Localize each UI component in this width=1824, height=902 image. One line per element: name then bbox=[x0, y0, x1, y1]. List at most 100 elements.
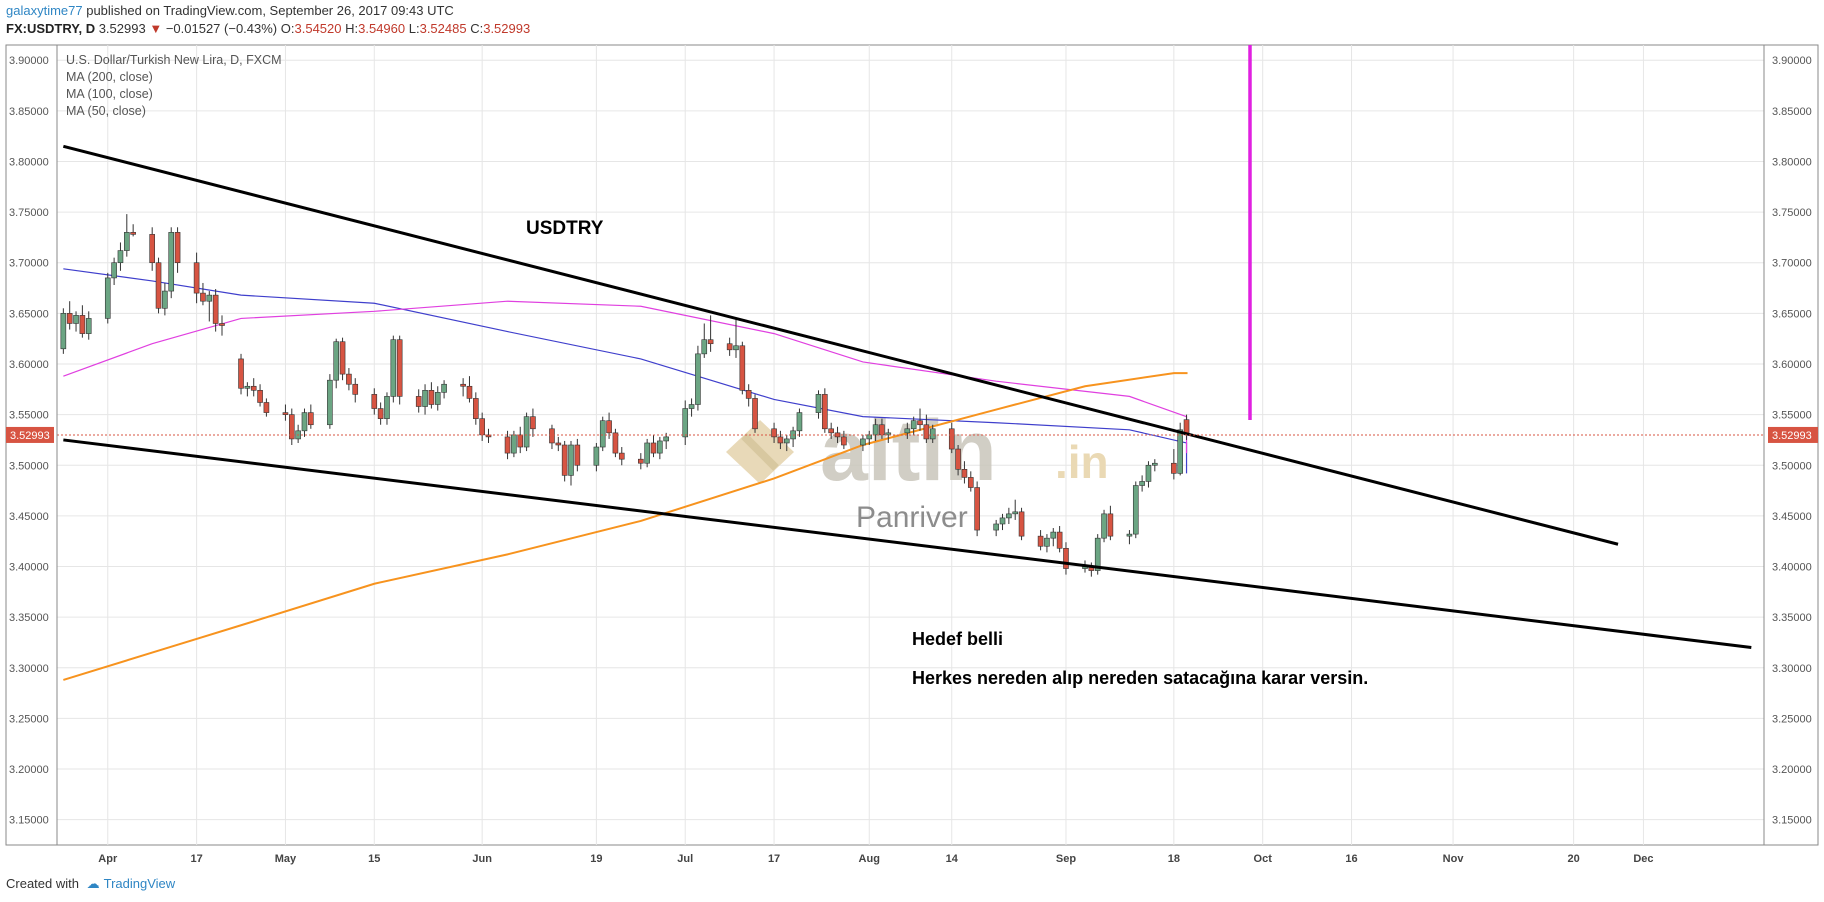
close-label: C: bbox=[470, 21, 484, 36]
chart-title: U.S. Dollar/Turkish New Lira, D, FXCM bbox=[66, 53, 282, 67]
grid bbox=[57, 45, 1764, 845]
candle bbox=[168, 227, 175, 299]
last-price: 3.52993 bbox=[98, 21, 146, 36]
candle bbox=[1101, 509, 1107, 543]
candle bbox=[860, 434, 866, 452]
candle bbox=[885, 428, 892, 443]
footer: Created with ☁ TradingView bbox=[6, 876, 175, 892]
x-tick-label: Nov bbox=[1443, 853, 1465, 865]
candle bbox=[371, 388, 378, 415]
candle bbox=[1018, 507, 1025, 541]
y-tick-label-right: 3.65000 bbox=[1772, 308, 1812, 320]
legend-ma200: MA (200, close) bbox=[66, 70, 153, 84]
candle bbox=[917, 408, 923, 431]
candle bbox=[155, 257, 162, 314]
candle bbox=[910, 416, 917, 435]
candle bbox=[701, 323, 708, 358]
legend-ma100: MA (100, close) bbox=[66, 87, 153, 101]
candle bbox=[904, 422, 911, 439]
y-tick-label-right: 3.25000 bbox=[1772, 713, 1812, 725]
candle bbox=[174, 227, 181, 273]
candle bbox=[739, 341, 746, 395]
tradingview-link[interactable]: TradingView bbox=[103, 876, 176, 891]
price-badge-left-label: 3.52993 bbox=[10, 430, 50, 442]
price-axis[interactable]: 3.90000 3.90000 3.85000 3.85000 3.80000 3.800… bbox=[9, 45, 1812, 845]
y-tick-label-right: 3.90000 bbox=[1772, 55, 1812, 67]
created-with-label: Created with bbox=[6, 876, 79, 891]
y-tick-label-left: 3.40000 bbox=[9, 562, 49, 574]
candle bbox=[828, 422, 834, 439]
candle bbox=[707, 315, 714, 352]
high-value: 3.54960 bbox=[358, 21, 406, 36]
note-usdtry: USDTRY bbox=[526, 218, 604, 239]
tradingview-logo-icon[interactable]: ☁ bbox=[86, 876, 100, 891]
x-tick-label: Jul bbox=[677, 853, 693, 865]
candle bbox=[822, 388, 828, 433]
x-tick-label: 19 bbox=[590, 853, 602, 865]
trendline[interactable] bbox=[63, 438, 1752, 650]
published-text: published on TradingView.com, September … bbox=[82, 3, 454, 18]
candle bbox=[434, 386, 441, 411]
candle bbox=[783, 434, 790, 452]
candle bbox=[346, 368, 352, 391]
y-tick-label-right: 3.40000 bbox=[1772, 562, 1812, 574]
candle bbox=[244, 382, 251, 397]
y-tick-label-right: 3.70000 bbox=[1772, 258, 1812, 270]
publish-info: galaxytime77 published on TradingView.co… bbox=[6, 3, 454, 18]
note-target-text: Herkes nereden alıp nereden satacağına k… bbox=[912, 668, 1368, 688]
candle bbox=[561, 440, 568, 482]
y-tick-label-right: 3.15000 bbox=[1772, 815, 1812, 827]
x-tick-label: 18 bbox=[1168, 853, 1180, 865]
candle bbox=[485, 428, 492, 443]
trendlines[interactable] bbox=[62, 144, 1752, 650]
x-tick-label: May bbox=[275, 853, 297, 865]
candle bbox=[993, 519, 999, 537]
candle bbox=[263, 398, 270, 417]
chart-frame bbox=[5, 44, 1819, 846]
down-arrow-icon: ▼ bbox=[149, 21, 163, 36]
candle bbox=[974, 481, 980, 537]
candle bbox=[396, 335, 403, 405]
author-link[interactable]: galaxytime77 bbox=[6, 3, 83, 18]
candle bbox=[206, 291, 213, 322]
watermark-logo-icon bbox=[726, 420, 794, 484]
candle bbox=[250, 378, 257, 397]
y-tick-label-left: 3.20000 bbox=[9, 764, 49, 776]
candle bbox=[327, 374, 333, 429]
candle bbox=[1132, 481, 1139, 539]
candle bbox=[568, 440, 574, 486]
candle bbox=[650, 434, 657, 458]
candle bbox=[517, 426, 524, 454]
y-tick-label-right: 3.85000 bbox=[1772, 106, 1812, 118]
candle bbox=[999, 513, 1006, 531]
y-tick-label-left: 3.70000 bbox=[9, 258, 49, 270]
trendline[interactable] bbox=[62, 144, 1619, 546]
x-tick-label: 17 bbox=[190, 853, 202, 865]
candle bbox=[574, 438, 581, 472]
candle bbox=[73, 311, 79, 332]
candle bbox=[415, 389, 422, 413]
candle bbox=[530, 408, 536, 437]
candle bbox=[752, 394, 758, 433]
candle bbox=[695, 345, 701, 411]
ma-line bbox=[63, 372, 1188, 681]
candle bbox=[1056, 526, 1063, 553]
candle bbox=[1044, 534, 1050, 553]
candle bbox=[104, 272, 111, 324]
candle bbox=[390, 335, 397, 403]
time-axis[interactable]: Apr 17 May 15 Jun 19 Jul 17 Aug 14 Sep 18 Oct 16 Nov 20… bbox=[98, 853, 1653, 865]
symbol-label: FX:USDTRY, D bbox=[6, 21, 96, 36]
y-tick-label-left: 3.75000 bbox=[9, 207, 49, 219]
candle bbox=[85, 311, 92, 340]
candle bbox=[282, 404, 289, 421]
y-tick-label-left: 3.25000 bbox=[9, 713, 49, 725]
y-tick-label-left: 3.90000 bbox=[9, 55, 49, 67]
candle bbox=[948, 422, 955, 454]
candle bbox=[644, 438, 650, 468]
candle bbox=[657, 436, 663, 460]
candle bbox=[555, 436, 562, 452]
candle bbox=[1145, 461, 1152, 488]
candle bbox=[162, 282, 168, 316]
open-label: O: bbox=[280, 21, 295, 36]
